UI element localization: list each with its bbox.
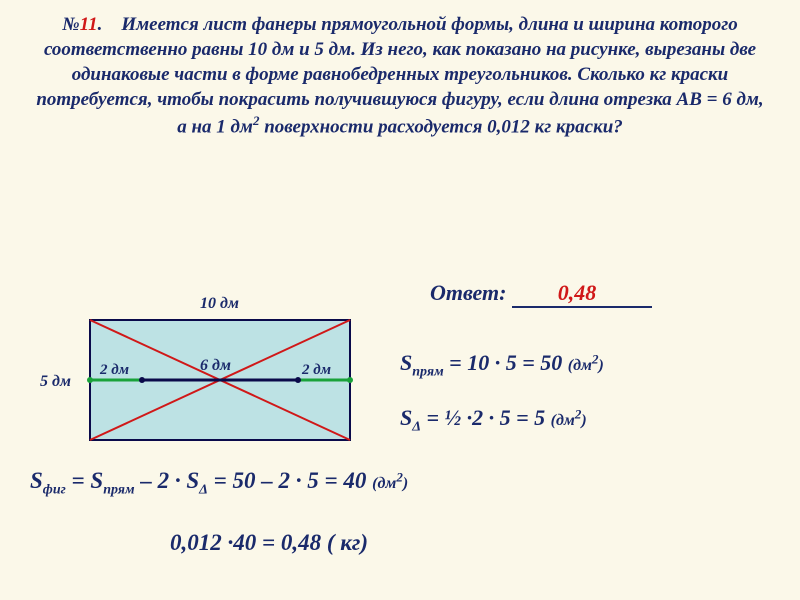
- c2-u: (дм: [551, 412, 575, 429]
- lbl-seg-r: 2 дм: [301, 362, 331, 378]
- calc-line-3: Sфиг = Sпрям – 2 · SΔ = 50 – 2 · 5 = 40 …: [30, 468, 408, 499]
- problem-number: 11: [80, 14, 98, 35]
- calc-line-2: SΔ = ½ ·2 · 5 = 5 (дм2): [400, 405, 587, 435]
- c1-u: (дм: [568, 357, 592, 374]
- lbl-left: 5 дм: [40, 373, 71, 390]
- pt-l: [87, 377, 93, 383]
- c3-e1: = S: [66, 468, 103, 493]
- c3-m: – 2 · S: [135, 468, 200, 493]
- c1-eq: = 10 · 5 = 50: [444, 350, 568, 375]
- pt-b: [295, 377, 301, 383]
- lbl-seg-m: 6 дм: [200, 357, 231, 374]
- c2-cl: ): [581, 412, 586, 429]
- pt-a: [139, 377, 145, 383]
- c3-as: фиг: [43, 483, 66, 498]
- answer-label: Ответ:: [430, 280, 512, 305]
- calc-line-1: Sпрям = 10 · 5 = 50 (дм2): [400, 350, 604, 380]
- c2-sub: Δ: [412, 419, 421, 434]
- answer-row: Ответ: 0,48: [430, 280, 652, 308]
- num-symbol: №: [62, 14, 79, 35]
- problem-text-2: поверхности расходуется 0,012 кг краски?: [259, 117, 622, 138]
- c3-bs: прям: [103, 483, 134, 498]
- c1-un: (дм2): [568, 357, 604, 374]
- lbl-top: 10 дм: [200, 295, 239, 312]
- problem-statement: №11. Имеется лист фанеры прямоугольной ф…: [0, 0, 800, 140]
- c2-eq: = ½ ·2 · 5 = 5: [421, 405, 551, 430]
- calc-line-4: 0,012 ·40 = 0,48 ( кг): [170, 530, 368, 556]
- c3-u: (дм: [372, 475, 396, 492]
- diagram: 10 дм 5 дм 2 дм 6 дм 2 дм: [40, 290, 370, 470]
- c2-base: S: [400, 405, 412, 430]
- c3-un: (дм2): [372, 475, 408, 492]
- c1-sub: прям: [412, 364, 443, 379]
- c2-un: (дм2): [551, 412, 587, 429]
- c3-cs: Δ: [199, 483, 208, 498]
- c3-r: = 50 – 2 · 5 = 40: [208, 468, 372, 493]
- c1-cl: ): [598, 357, 603, 374]
- c3-a: S: [30, 468, 43, 493]
- diagram-svg: 10 дм 5 дм 2 дм 6 дм 2 дм: [40, 290, 370, 470]
- pt-r: [347, 377, 353, 383]
- lbl-seg-l: 2 дм: [99, 362, 129, 378]
- c3-cl: ): [403, 475, 408, 492]
- answer-value: 0,48: [512, 280, 652, 308]
- c1-base: S: [400, 350, 412, 375]
